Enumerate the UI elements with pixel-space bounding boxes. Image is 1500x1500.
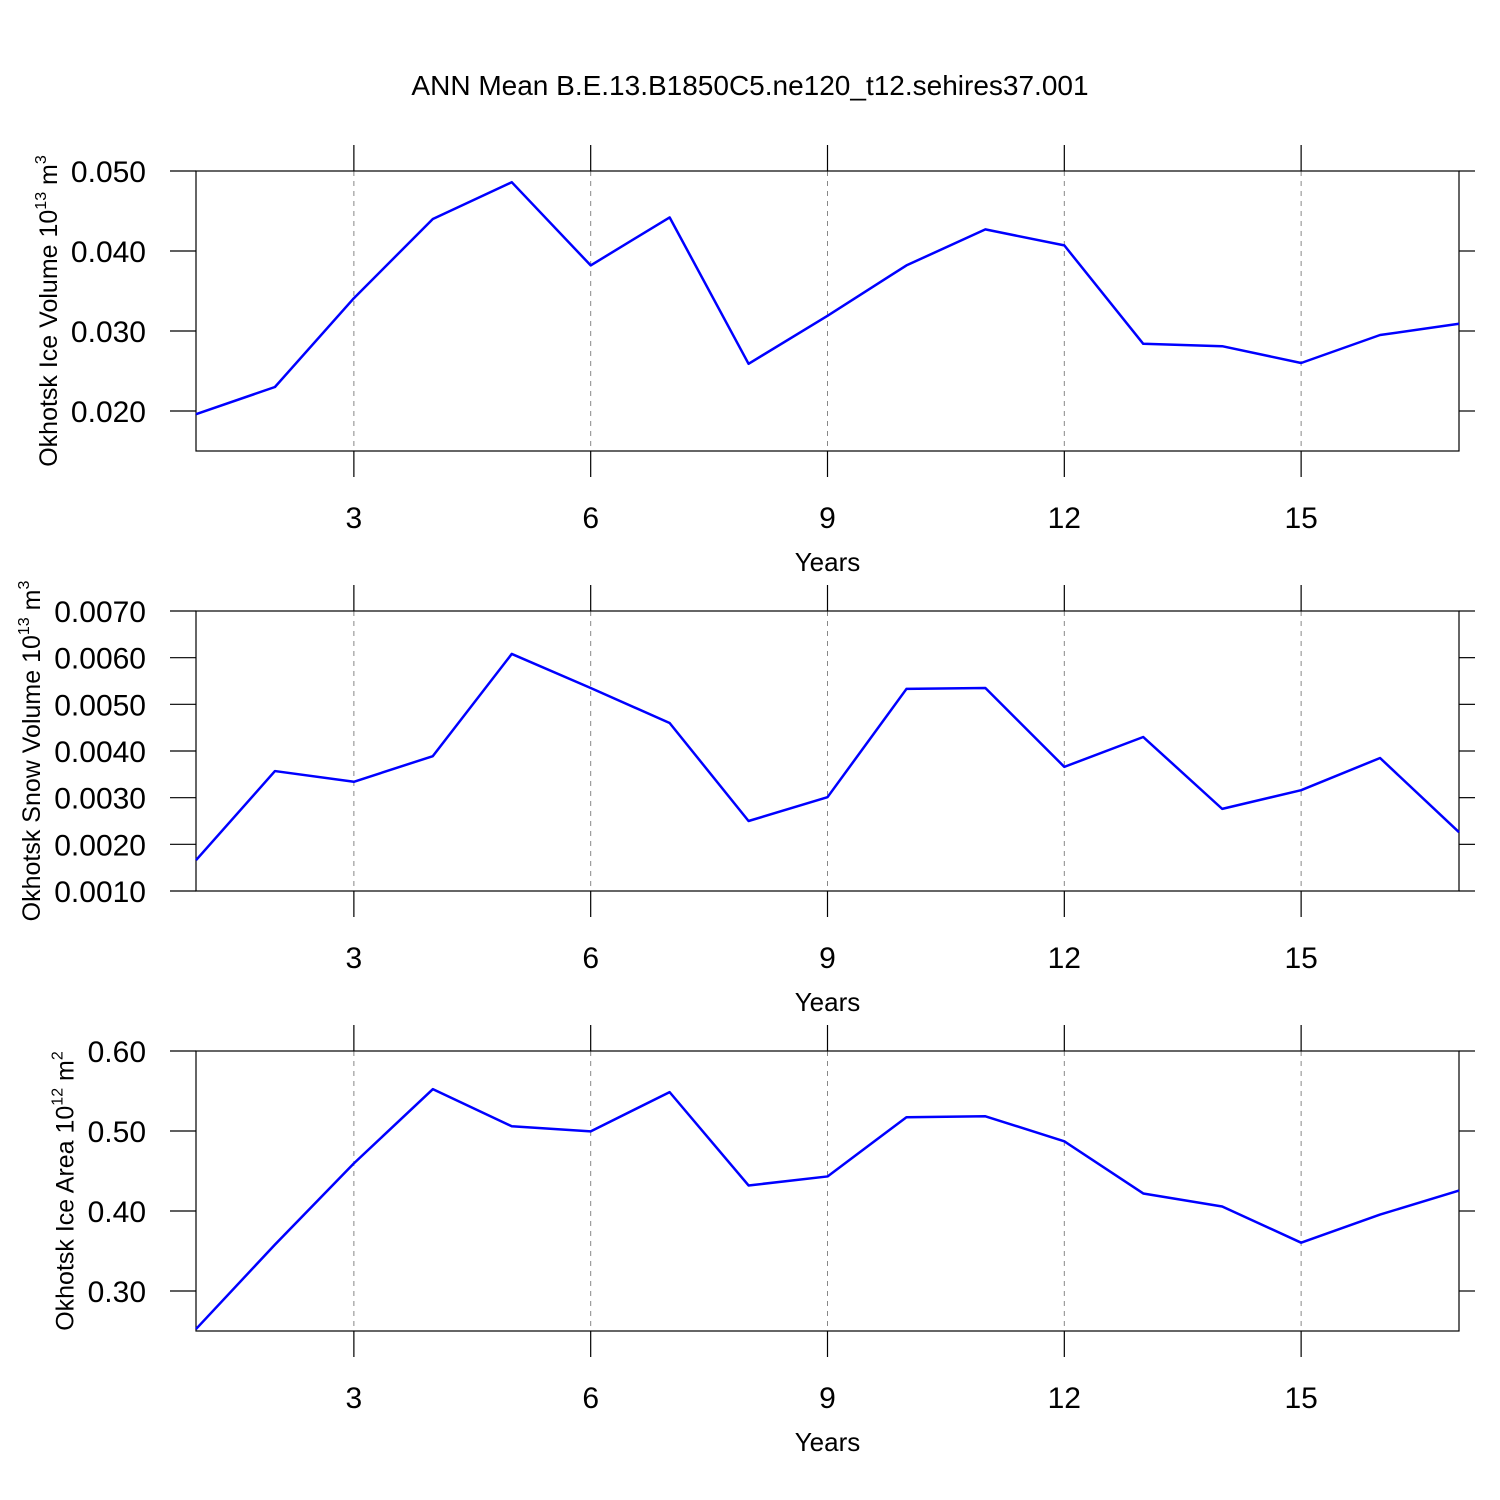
- figure-title: ANN Mean B.E.13.B1850C5.ne120_t12.sehire…: [411, 70, 1088, 101]
- y-axis-exponent: 3: [16, 581, 33, 590]
- y-tick-label: 0.0070: [54, 596, 146, 629]
- y-tick-label: 0.0060: [54, 643, 146, 676]
- y-axis-title-part: Okhotsk Snow Volume 10: [18, 635, 46, 921]
- x-axis-title: Years: [795, 547, 861, 577]
- y-axis-exponent: 13: [33, 192, 50, 210]
- y-axis-exponent: 3: [33, 155, 50, 164]
- x-tick-label: 3: [346, 502, 363, 535]
- x-tick-label: 3: [346, 1382, 363, 1415]
- y-tick-label: 0.020: [71, 396, 146, 429]
- y-axis-title-part: Okhotsk Ice Area 10: [52, 1106, 80, 1331]
- y-axis-title-part: Okhotsk Ice Volume 10: [35, 210, 63, 467]
- y-axis-title-part: m: [52, 1060, 80, 1088]
- x-tick-label: 12: [1048, 502, 1081, 535]
- data-line: [195, 652, 1460, 862]
- x-tick-label: 12: [1048, 942, 1081, 975]
- data-line: [195, 1087, 1460, 1330]
- y-tick-label: 0.040: [71, 236, 146, 269]
- y-tick-label: 0.030: [71, 316, 146, 349]
- plot-frame: [195, 170, 1460, 452]
- x-tick-label: 12: [1048, 1382, 1081, 1415]
- data-line: [195, 180, 1460, 416]
- x-tick-label: 3: [346, 942, 363, 975]
- y-axis-exponent: 13: [16, 617, 33, 635]
- y-tick-label: 0.60: [88, 1036, 146, 1069]
- plot-frame: [195, 610, 1460, 892]
- y-tick-label: 0.50: [88, 1116, 146, 1149]
- y-axis-title: Okhotsk Ice Volume 1013 m3: [33, 155, 63, 467]
- x-tick-label: 15: [1284, 502, 1317, 535]
- y-axis-title-part: m: [18, 590, 46, 618]
- y-tick-label: 0.0040: [54, 736, 146, 769]
- y-axis-exponent: 2: [50, 1051, 67, 1060]
- y-tick-label: 0.0030: [54, 783, 146, 816]
- y-axis-title: Okhotsk Ice Area 1012 m2: [50, 1051, 80, 1331]
- x-tick-label: 15: [1284, 1382, 1317, 1415]
- y-tick-label: 0.0050: [54, 689, 146, 722]
- y-tick-label: 0.0020: [54, 829, 146, 862]
- x-tick-label: 15: [1284, 942, 1317, 975]
- y-axis-title: Okhotsk Snow Volume 1013 m3: [16, 581, 46, 922]
- panel: 3 6 9 12 15 0.30 0.40 0.50 0.60 Years Okhotsk Ice …: [50, 1025, 1475, 1457]
- x-axis-title: Years: [795, 1427, 861, 1457]
- y-tick-label: 0.050: [71, 156, 146, 189]
- y-tick-label: 0.30: [88, 1276, 146, 1309]
- x-axis-title: Years: [795, 987, 861, 1017]
- x-tick-label: 9: [819, 1382, 836, 1415]
- x-tick-label: 6: [582, 942, 599, 975]
- panel: 3 6 9 12 15 0.0010 0.0020 0.0030 0.0040 0.0050 0.0…: [16, 581, 1475, 1017]
- x-tick-label: 6: [582, 502, 599, 535]
- y-tick-label: 0.40: [88, 1196, 146, 1229]
- x-tick-label: 6: [582, 1382, 599, 1415]
- panel: 3 6 9 12 15 0.020 0.030 0.040 0.050 Years Okhotsk …: [33, 145, 1475, 577]
- x-tick-label: 9: [819, 942, 836, 975]
- y-axis-title-part: m: [35, 164, 63, 192]
- y-axis-exponent: 12: [50, 1088, 67, 1106]
- x-tick-label: 9: [819, 502, 836, 535]
- y-tick-label: 0.0010: [54, 876, 146, 909]
